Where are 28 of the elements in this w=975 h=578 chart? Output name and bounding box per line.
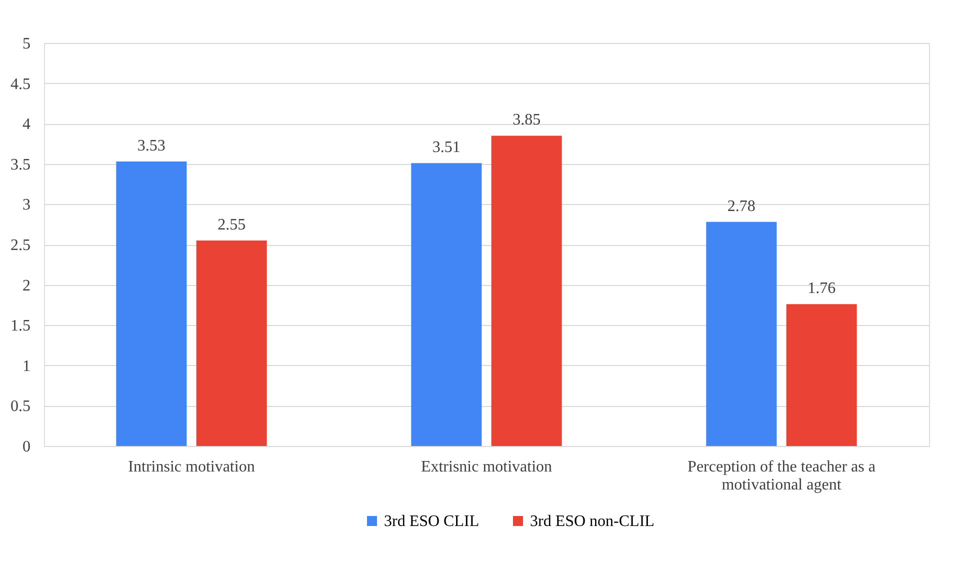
bar bbox=[786, 304, 857, 446]
data-label: 3.51 bbox=[432, 139, 460, 156]
y-tick-label: 3 bbox=[22, 196, 30, 214]
y-tick-label: 0 bbox=[22, 438, 30, 456]
x-tick-label: Perception of the teacher as a motivational agent bbox=[688, 458, 876, 494]
bar bbox=[706, 222, 777, 446]
y-tick-label: 0.5 bbox=[10, 398, 30, 416]
y-tick-label: 1.5 bbox=[10, 318, 30, 335]
legend-label: 3rd ESO non-CLIL bbox=[530, 513, 654, 530]
y-tick-label: 4.5 bbox=[10, 76, 30, 93]
bar bbox=[116, 161, 187, 446]
legend-label: 3rd ESO CLIL bbox=[384, 513, 480, 530]
y-tick-label: 5 bbox=[22, 36, 30, 52]
y-tick-label: 2 bbox=[22, 277, 30, 294]
x-tick-label: Intrinsic motivation bbox=[128, 458, 255, 476]
bar bbox=[491, 136, 562, 446]
y-tick-label: 2.5 bbox=[10, 237, 30, 254]
data-label: 1.76 bbox=[808, 280, 836, 298]
y-tick-label: 4 bbox=[22, 116, 30, 134]
bar bbox=[196, 240, 267, 446]
data-label: 3.85 bbox=[512, 112, 541, 129]
y-tick-label: 3.5 bbox=[10, 156, 30, 174]
y-tick-label: 1 bbox=[22, 358, 30, 375]
data-label: 2.78 bbox=[727, 198, 756, 215]
data-label: 3.53 bbox=[137, 137, 166, 154]
bar bbox=[411, 163, 482, 446]
data-label: 2.55 bbox=[218, 216, 246, 234]
x-tick-label: Extrisnic motivation bbox=[420, 458, 552, 476]
